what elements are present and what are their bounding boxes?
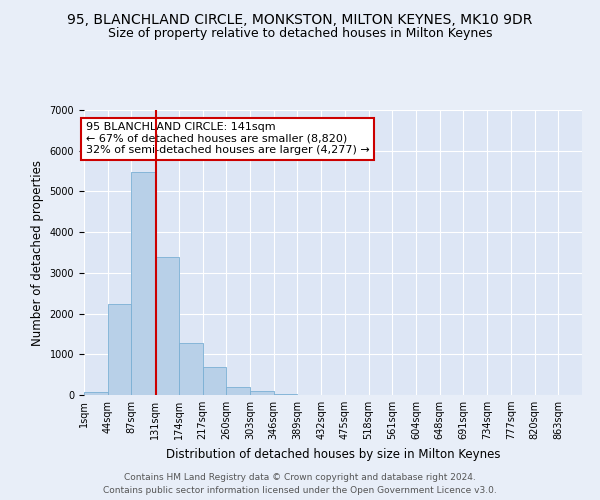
Text: Size of property relative to detached houses in Milton Keynes: Size of property relative to detached ho… <box>108 28 492 40</box>
Text: Contains HM Land Registry data © Crown copyright and database right 2024.: Contains HM Land Registry data © Crown c… <box>124 472 476 482</box>
Text: Contains public sector information licensed under the Open Government Licence v3: Contains public sector information licen… <box>103 486 497 495</box>
Text: 95, BLANCHLAND CIRCLE, MONKSTON, MILTON KEYNES, MK10 9DR: 95, BLANCHLAND CIRCLE, MONKSTON, MILTON … <box>67 12 533 26</box>
Bar <box>108 304 131 395</box>
Bar <box>179 344 203 395</box>
Bar <box>250 392 274 395</box>
Y-axis label: Number of detached properties: Number of detached properties <box>31 160 44 346</box>
Text: 95 BLANCHLAND CIRCLE: 141sqm
← 67% of detached houses are smaller (8,820)
32% of: 95 BLANCHLAND CIRCLE: 141sqm ← 67% of de… <box>86 122 370 156</box>
Bar <box>131 172 155 395</box>
Bar <box>84 392 108 395</box>
Bar <box>203 368 226 395</box>
Bar <box>226 388 250 395</box>
X-axis label: Distribution of detached houses by size in Milton Keynes: Distribution of detached houses by size … <box>166 448 500 460</box>
Bar <box>274 394 298 395</box>
Bar <box>155 258 179 395</box>
